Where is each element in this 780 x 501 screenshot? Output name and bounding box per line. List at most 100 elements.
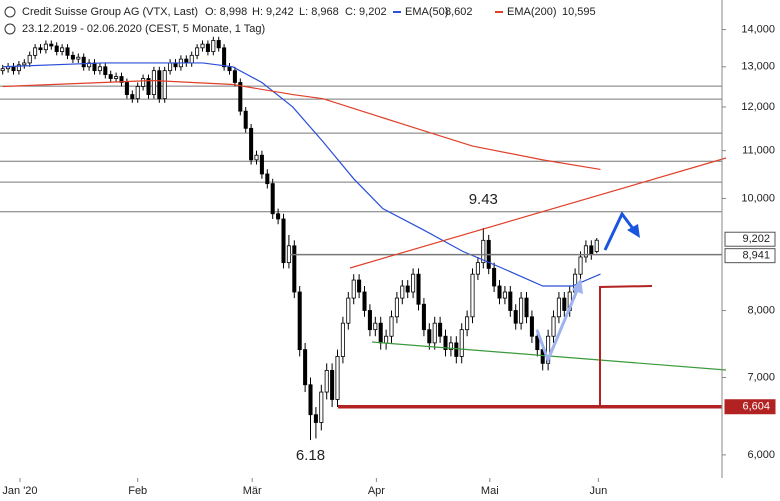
candle-body [124, 82, 129, 95]
candle-body [227, 66, 232, 72]
target-marker [599, 285, 653, 408]
price-tag-label: 6,604 [742, 401, 770, 413]
price-tag-label: 8,941 [742, 250, 770, 262]
candle-body [562, 297, 567, 311]
candle-body [211, 40, 216, 52]
arrow-head [572, 278, 583, 294]
candle-body [33, 47, 38, 56]
candle-body [357, 279, 362, 293]
candle-body [508, 291, 513, 311]
candle-body [340, 322, 345, 357]
candle-body [308, 384, 313, 416]
candle-body [497, 285, 502, 299]
arrow [535, 287, 580, 365]
ema-line [2, 62, 601, 287]
candle-body [481, 239, 486, 264]
plot-area: 6,000 7,000 8,000 10,000 11,000 12,000 13,000 1… [0, 23, 776, 497]
candle-body [216, 40, 221, 49]
candle-body [303, 349, 308, 386]
candle-body [238, 82, 243, 112]
candle-body [249, 127, 254, 161]
candle-body [492, 267, 497, 287]
icon [4, 23, 16, 35]
candle-body [519, 297, 524, 324]
candle-body [421, 303, 426, 331]
candle-body [195, 47, 200, 56]
candle-body [335, 356, 340, 400]
candle-body [502, 291, 507, 299]
y-tick-label: 12,000 [741, 101, 775, 113]
y-tick-label: 7,000 [747, 371, 775, 383]
candle-body [470, 273, 475, 318]
legend-label: EMA(50) [405, 6, 448, 18]
candle-body [405, 285, 410, 293]
candle-body [400, 285, 405, 299]
candle-body [346, 297, 351, 324]
candle-body [103, 66, 108, 75]
candle-body [27, 54, 32, 64]
y-tick-label: 6,000 [747, 449, 775, 461]
price-tag-label: 9,202 [742, 233, 770, 245]
candle-body [578, 256, 583, 275]
candle-body [108, 74, 113, 79]
candle-body [0, 68, 5, 72]
candle-body [281, 218, 286, 264]
candle-body [524, 297, 529, 318]
x-tick-label: Jun [589, 485, 607, 497]
candle-body [130, 94, 135, 100]
candle-body [378, 322, 383, 344]
legend-value: 8,602 [445, 6, 473, 18]
arrow-head [627, 224, 640, 238]
candle-body [292, 245, 297, 293]
ohlc-label: H: 9,242 [252, 6, 294, 18]
candle-body [70, 54, 75, 60]
trend-line [349, 157, 727, 269]
candle-body [259, 154, 264, 175]
ohlc-label: C: 9,202 [345, 6, 387, 18]
candle-body [135, 86, 140, 100]
candle-body [200, 43, 205, 49]
chart-subtitle: 23.12.2019 - 02.06.2020 (CEST, 5 Monate,… [22, 23, 265, 35]
candle-body [589, 245, 594, 255]
candle-body [22, 62, 27, 66]
candle-body [535, 335, 540, 351]
x-tick-label: Mai [481, 485, 499, 497]
candle-body [146, 78, 151, 95]
candle-body [276, 213, 281, 220]
candle-body [265, 173, 270, 185]
x-tick-label: Jan '20 [2, 485, 37, 497]
price-tag [724, 248, 776, 264]
candle-body [97, 66, 102, 72]
x-tick-label: Mär [243, 485, 262, 497]
candle-body [141, 78, 146, 87]
price-tag [724, 399, 776, 415]
candle-body [448, 342, 453, 351]
candle-body [313, 414, 318, 423]
legend-value: 10,595 [562, 6, 596, 18]
candle-body [373, 322, 378, 331]
ohlc-label: L: 8,968 [299, 6, 339, 18]
x-tick-label: Feb [128, 485, 147, 497]
candle-body [254, 154, 259, 161]
candle-body [232, 70, 237, 83]
candle-body [16, 64, 21, 72]
candle-body [297, 291, 302, 351]
candle-body [529, 316, 534, 337]
legend-label: EMA(200) [507, 6, 557, 18]
candle-body [394, 297, 399, 318]
candle-body [43, 43, 48, 51]
candle-body [330, 369, 335, 400]
candle-body [54, 45, 59, 52]
icon [4, 6, 16, 18]
candle-body [114, 76, 119, 79]
candle-body [189, 54, 194, 64]
candle-body [60, 47, 65, 52]
candle-body [454, 342, 459, 357]
y-tick-label: 11,000 [742, 145, 775, 157]
candle-body [243, 110, 248, 129]
candle-body [432, 322, 437, 344]
y-tick-label: 10,000 [741, 192, 775, 204]
candle-body [427, 329, 432, 344]
